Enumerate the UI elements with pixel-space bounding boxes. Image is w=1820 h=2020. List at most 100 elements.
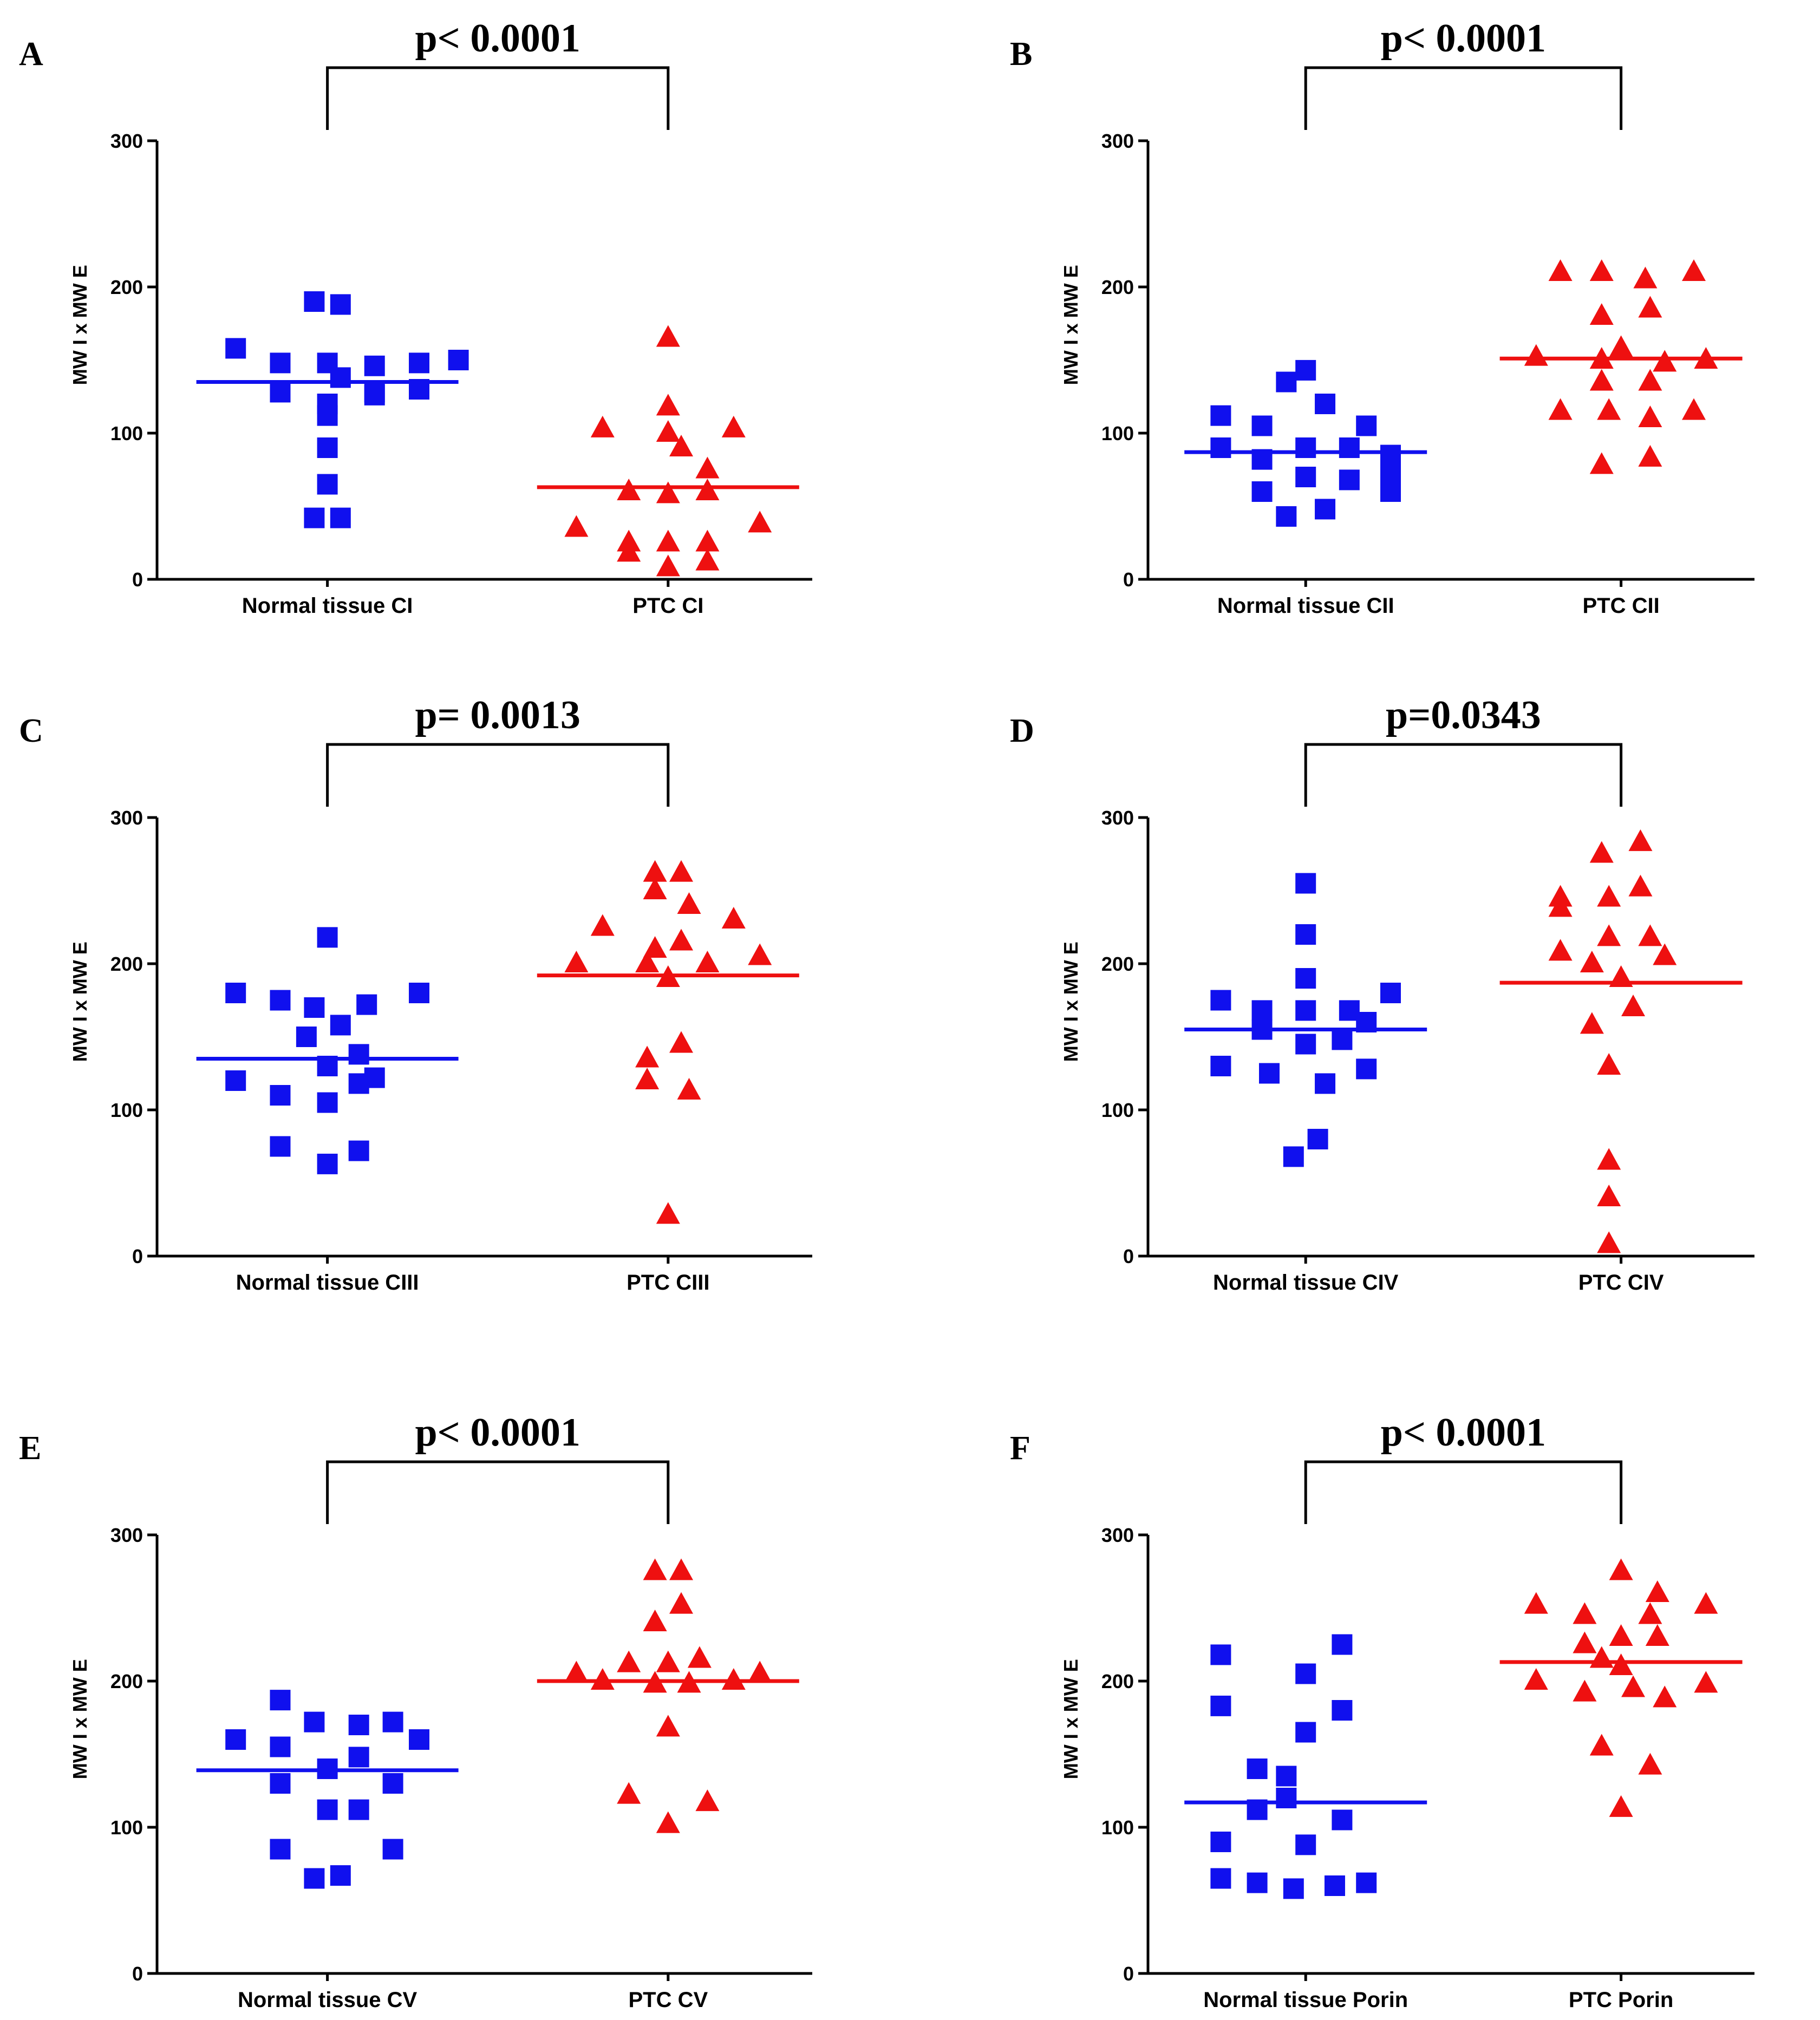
data-point-square [356, 994, 377, 1015]
data-point-triangle [1638, 1602, 1662, 1624]
data-point-triangle [564, 1661, 589, 1683]
series-ptc [537, 325, 799, 577]
data-point-square [1356, 1058, 1377, 1080]
data-point-square [1259, 1063, 1280, 1084]
data-point-square [330, 294, 351, 315]
data-point-square [270, 990, 291, 1011]
y-tick-label: 0 [132, 1963, 143, 1985]
y-axis-label: MW I x MW E [69, 265, 91, 385]
data-point-square [1210, 1832, 1231, 1852]
data-point-triangle [1653, 1685, 1677, 1708]
data-point-square [304, 997, 325, 1018]
data-point-square [1276, 1766, 1297, 1787]
data-point-triangle [1621, 995, 1645, 1016]
significance-bracket [326, 66, 670, 130]
panel-letter: B [1010, 36, 1032, 73]
data-point-square [304, 1868, 325, 1889]
x-tick-label: PTC CI [632, 594, 703, 618]
data-point-square [1295, 467, 1316, 487]
data-point-triangle [677, 1077, 701, 1100]
data-point-square [1283, 1878, 1304, 1899]
data-point-triangle [1597, 924, 1621, 946]
data-point-triangle [1628, 829, 1653, 851]
data-point-triangle [590, 914, 615, 936]
data-point-square [317, 1153, 338, 1174]
data-point-square [1315, 394, 1336, 414]
data-point-triangle [656, 1811, 680, 1833]
data-point-square [364, 382, 385, 403]
p-value: p=0.0343 [1386, 693, 1541, 737]
data-point-triangle [695, 479, 720, 500]
y-axis-label: MW I x MW E [1060, 942, 1082, 1062]
y-tick-label: 100 [110, 1816, 143, 1839]
data-point-square [348, 1747, 369, 1768]
data-point-triangle [1548, 939, 1573, 961]
data-point-square [1332, 1809, 1353, 1831]
data-point-square [1276, 371, 1297, 393]
y-tick-label: 0 [132, 568, 143, 591]
data-point-square [1307, 1129, 1328, 1149]
data-point-square [1251, 415, 1273, 436]
data-point-square [1295, 924, 1316, 945]
data-point-square [1339, 437, 1360, 458]
data-point-triangle [695, 1789, 720, 1812]
data-point-square [1210, 437, 1231, 458]
data-point-triangle [656, 1202, 680, 1224]
series-ptc [537, 1558, 799, 1833]
data-point-triangle [721, 1668, 746, 1690]
data-point-square [304, 507, 325, 528]
data-point-triangle [1638, 406, 1662, 427]
panel-letter: E [19, 1430, 41, 1467]
y-tick-label: 0 [1123, 568, 1134, 591]
data-point-square [1332, 1029, 1353, 1050]
y-tick-label: 200 [110, 1670, 143, 1692]
data-point-triangle [1638, 369, 1662, 391]
series-normal [196, 927, 459, 1174]
data-point-square [364, 355, 385, 376]
data-point-triangle [1638, 444, 1662, 467]
y-tick-label: 200 [110, 276, 143, 298]
data-point-triangle [669, 435, 693, 456]
data-point-square [1295, 1034, 1316, 1055]
data-point-triangle [617, 479, 641, 500]
data-point-triangle [643, 1558, 667, 1580]
data-point-triangle [1597, 1053, 1621, 1075]
data-point-square [1315, 1073, 1336, 1094]
data-point-triangle [695, 456, 720, 479]
data-point-square [348, 1715, 369, 1735]
series-ptc [537, 860, 799, 1224]
data-point-triangle [677, 892, 701, 914]
data-point-triangle [656, 554, 680, 577]
series-normal [1184, 1634, 1427, 1899]
p-value: p= 0.0013 [415, 693, 580, 737]
data-point-triangle [643, 860, 667, 882]
data-point-triangle [1682, 259, 1706, 281]
data-point-square [225, 338, 246, 359]
data-point-square [1210, 405, 1231, 426]
data-point-square [1210, 1695, 1231, 1716]
data-point-triangle [695, 548, 720, 571]
data-point-triangle [1633, 266, 1658, 289]
data-point-square [409, 1729, 429, 1750]
data-point-square [317, 927, 338, 948]
data-point-triangle [656, 325, 680, 347]
data-point-triangle [1653, 350, 1677, 372]
data-point-triangle [1694, 1671, 1718, 1693]
data-point-square [348, 1044, 369, 1065]
data-point-triangle [1573, 1631, 1597, 1653]
data-point-square [270, 1736, 291, 1757]
x-tick-label: PTC CIII [627, 1271, 709, 1295]
data-point-square [270, 382, 291, 403]
y-axis-label: MW I x MW E [69, 1659, 91, 1779]
data-point-triangle [656, 529, 680, 552]
data-point-triangle [1573, 1602, 1597, 1624]
data-point-triangle [1589, 841, 1614, 863]
data-point-square [1380, 481, 1401, 502]
data-point-triangle [1597, 1185, 1621, 1206]
data-point-square [1380, 463, 1401, 485]
data-point-square [317, 474, 338, 495]
series-normal [196, 1690, 459, 1889]
